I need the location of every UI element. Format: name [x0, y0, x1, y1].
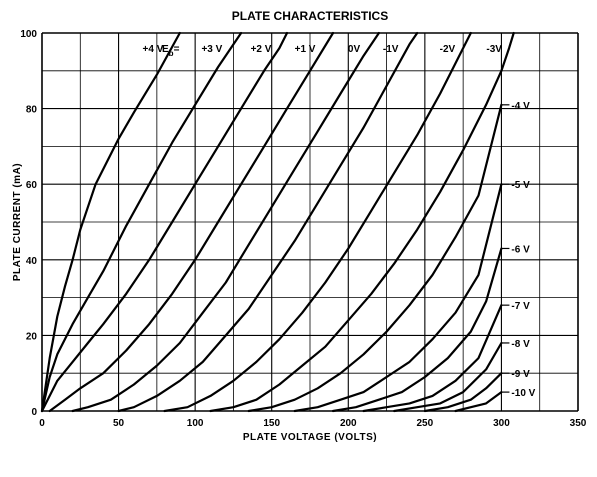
- series-line: [362, 304, 503, 413]
- series-line: [331, 247, 503, 413]
- curve-label: -4 V: [511, 101, 530, 112]
- legend-prefix: Eb=: [162, 44, 180, 58]
- y-axis-label: PLATE CURRENT (mA): [12, 163, 23, 281]
- x-tick-label: 50: [113, 418, 125, 429]
- x-tick-label: 300: [493, 418, 510, 429]
- x-tick-label: 0: [39, 418, 45, 429]
- curve-label: +2 V: [251, 44, 272, 55]
- series-line: [209, 31, 515, 413]
- series-line: [393, 341, 503, 413]
- series-line: [423, 372, 503, 413]
- curve-label: -5 V: [511, 180, 530, 191]
- series-line: [163, 31, 472, 413]
- y-tick-label: 80: [26, 105, 38, 116]
- x-axis-label: PLATE VOLTAGE (VOLTS): [243, 432, 377, 443]
- curve-label: -2V: [440, 44, 456, 55]
- series-line: [293, 183, 503, 413]
- y-tick-label: 100: [20, 29, 37, 40]
- curve-label: -10 V: [511, 388, 535, 399]
- curve-label: +1 V: [295, 44, 316, 55]
- x-tick-label: 200: [340, 418, 357, 429]
- plot-curves: [40, 31, 515, 413]
- y-tick-label: 20: [26, 331, 38, 342]
- series-line: [40, 31, 243, 413]
- x-tick-label: 350: [570, 418, 587, 429]
- y-tick-label: 40: [26, 256, 38, 267]
- curve-labels: Eb=+4 V +3 V +2 V +1 V 0V -1V -2V -3V -4 V -5 V -6…: [143, 44, 536, 399]
- series-line: [40, 31, 181, 413]
- legend-prefix-sub: b: [169, 49, 174, 58]
- curve-label: -7 V: [511, 301, 530, 312]
- series-line: [454, 391, 503, 413]
- series-line: [247, 103, 503, 413]
- legend-prefix-eq: =: [174, 44, 180, 55]
- curve-label: 0V: [348, 44, 361, 55]
- x-tick-label: 150: [263, 418, 280, 429]
- x-tick-label: 250: [417, 418, 434, 429]
- curve-label: -3V: [486, 44, 502, 55]
- y-tick-label: 0: [31, 407, 37, 418]
- curve-label: +4 V: [143, 44, 164, 55]
- axis-ticks: 0 50 100 150 200 250 300 350 0 20 40 60 80 100: [20, 29, 586, 429]
- curve-label: -9 V: [511, 369, 530, 380]
- curve-label: -1V: [383, 44, 399, 55]
- series-line: [48, 31, 335, 413]
- x-tick-label: 100: [187, 418, 204, 429]
- chart-title: PLATE CHARACTERISTICS: [232, 9, 388, 23]
- series-line: [117, 31, 419, 413]
- series-line: [71, 31, 380, 413]
- curve-label: +3 V: [201, 44, 222, 55]
- curve-label: -6 V: [511, 244, 530, 255]
- y-tick-label: 60: [26, 180, 38, 191]
- curve-label: -8 V: [511, 339, 530, 350]
- series-line: [40, 31, 289, 413]
